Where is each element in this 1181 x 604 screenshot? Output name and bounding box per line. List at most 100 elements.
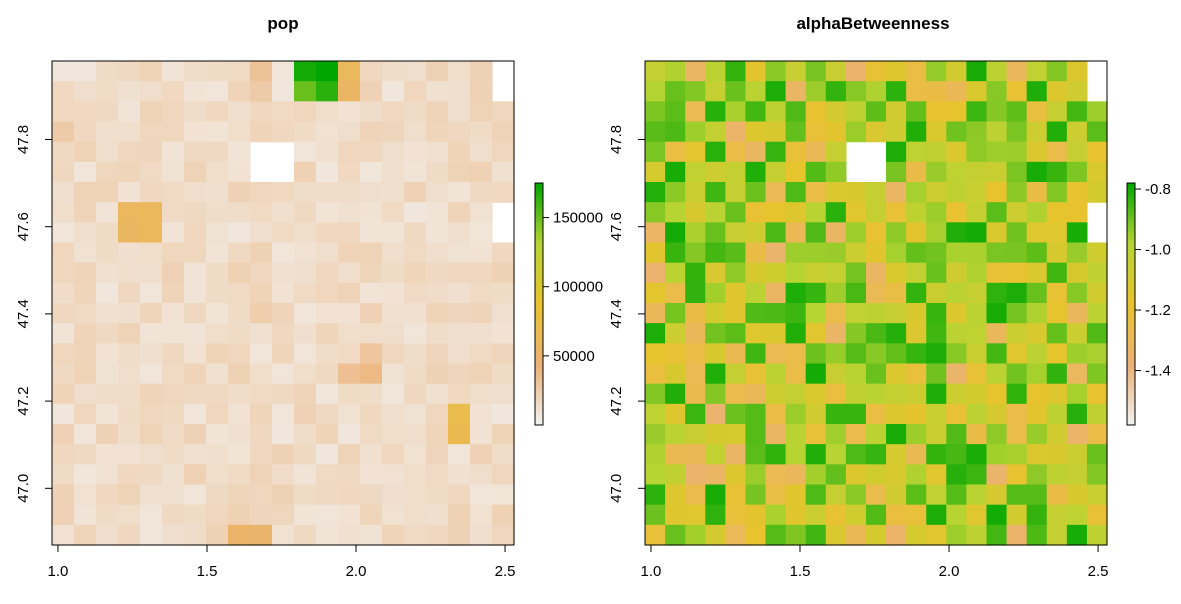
heatmap-cell (1086, 363, 1108, 385)
legend-color-step (535, 322, 543, 326)
heatmap-cell (228, 444, 251, 465)
heatmap-cell (886, 343, 907, 365)
heatmap-cell (886, 282, 907, 304)
heatmap-cell (1066, 242, 1088, 264)
heatmap-cell (765, 323, 787, 344)
heatmap-cell (74, 161, 97, 183)
heatmap-cell (805, 464, 827, 486)
legend-color-step (535, 189, 543, 193)
heatmap-cell (492, 101, 515, 123)
heatmap-cell (52, 303, 75, 324)
heatmap-cell (785, 262, 807, 284)
heatmap-cell (1026, 504, 1048, 526)
heatmap-cell (1066, 383, 1088, 405)
heatmap-cell (845, 81, 867, 102)
heatmap-cell (74, 262, 97, 284)
heatmap-cell (294, 61, 317, 82)
heatmap-cell (785, 424, 807, 445)
heatmap-cell (338, 424, 361, 445)
heatmap-cell (685, 464, 706, 486)
heatmap-cell (665, 282, 686, 304)
heatmap-cell (184, 81, 207, 102)
legend-color-step (535, 394, 543, 399)
heatmap-cell (986, 282, 1008, 304)
heatmap-cell (1006, 282, 1028, 304)
heatmap-cell (1046, 101, 1068, 123)
legend-color-step (1127, 313, 1135, 317)
y-tick-label: 47.6 (608, 212, 625, 241)
heatmap-cell (685, 81, 706, 102)
heatmap-cell (382, 141, 405, 163)
alphabetweenness-y-axis: 47.0 47.2 47.4 47.6 47.8 (608, 125, 646, 503)
heatmap-cell (805, 121, 827, 143)
heatmap-cell (765, 444, 787, 465)
heatmap-cell (705, 81, 726, 102)
heatmap-cell (426, 141, 449, 163)
heatmap-cell (448, 81, 471, 102)
heatmap-cell (96, 464, 119, 486)
heatmap-cell (272, 363, 295, 385)
heatmap-cell (294, 222, 317, 244)
heatmap-cell (316, 262, 339, 284)
legend-color-step (535, 361, 543, 365)
legend-color-step (535, 376, 543, 381)
heatmap-cell (865, 61, 887, 82)
heatmap-cell (184, 61, 207, 82)
legend-color-step (1127, 294, 1135, 299)
heatmap-cell (316, 484, 339, 506)
heatmap-cell (725, 161, 747, 183)
legend-color-step (1127, 352, 1135, 356)
heatmap-cell (74, 303, 97, 324)
heatmap-cell (685, 282, 706, 304)
heatmap-cell (140, 444, 163, 465)
heatmap-cell (645, 121, 666, 143)
heatmap-cell (986, 262, 1008, 284)
heatmap-cell (52, 61, 75, 82)
legend-color-step (535, 331, 543, 335)
heatmap-cell (966, 524, 988, 546)
heatmap-cell (926, 343, 947, 365)
heatmap-cell (272, 61, 295, 82)
legend-color-step (1127, 415, 1135, 420)
heatmap-cell (966, 303, 988, 324)
heatmap-cell (338, 262, 361, 284)
legend-color-step (1127, 376, 1135, 381)
heatmap-cell (926, 101, 947, 123)
heatmap-cell (404, 424, 427, 445)
heatmap-cell (140, 424, 163, 445)
heatmap-cell (1046, 121, 1068, 143)
heatmap-cell (448, 484, 471, 506)
heatmap-cell (338, 303, 361, 324)
legend-color-step (535, 201, 543, 205)
y-tick-label: 47.8 (15, 125, 32, 154)
heatmap-cell (886, 141, 907, 163)
heatmap-cell (118, 484, 141, 506)
legend-frame (534, 182, 544, 426)
legend-color-step (535, 391, 543, 396)
heatmap-cell (906, 484, 927, 506)
heatmap-cell (1046, 222, 1068, 244)
legend-color-step (535, 385, 543, 390)
heatmap-cell (765, 202, 787, 223)
heatmap-cell (1086, 524, 1108, 546)
heatmap-cell (745, 141, 767, 163)
heatmap-cell (725, 182, 747, 203)
heatmap-cell (805, 101, 827, 123)
heatmap-cell (1066, 262, 1088, 284)
heatmap-cell (825, 161, 847, 183)
heatmap-cell (845, 121, 867, 143)
heatmap-cell (162, 383, 185, 405)
heatmap-cell (1046, 524, 1068, 546)
legend-color-step (1127, 282, 1135, 287)
heatmap-cell (404, 303, 427, 324)
heatmap-cell (294, 383, 317, 405)
heatmap-cell (705, 202, 726, 223)
heatmap-cell (1006, 303, 1028, 324)
heatmap-cell (986, 363, 1008, 385)
heatmap-cell (966, 383, 988, 405)
heatmap-cell (316, 121, 339, 143)
heatmap-cell (382, 484, 405, 506)
legend-color-step (535, 282, 543, 287)
heatmap-cell (685, 182, 706, 203)
heatmap-cell (140, 101, 163, 123)
